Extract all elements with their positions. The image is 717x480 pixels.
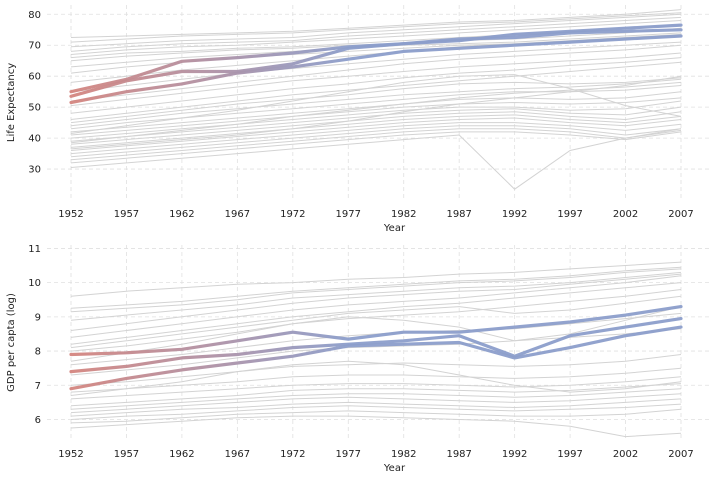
y-tick-label: 11 — [28, 244, 41, 255]
background-series-line — [70, 360, 682, 396]
background-series-line — [70, 111, 682, 145]
background-series-line — [70, 275, 682, 338]
y-tick-label: 7 — [35, 381, 41, 392]
y-tick-label: 80 — [28, 10, 41, 21]
background-series-line — [70, 100, 682, 139]
background-series-line — [70, 128, 682, 161]
background-series-line — [70, 16, 682, 52]
background-series-line — [70, 268, 682, 313]
highlight-series-line — [69, 34, 683, 105]
gdp-per-capita-chart: 1952 1957 1962 1967 1972 1977 1982 1987 1992 1997… — [6, 244, 710, 474]
background-series-line — [70, 383, 682, 407]
highlight-series-line — [69, 305, 683, 357]
background-series-line — [70, 328, 682, 376]
background-series-line — [70, 282, 682, 345]
x-tick-label: 2002 — [613, 449, 638, 460]
x-tick-label: 1962 — [169, 209, 194, 220]
background-series-line — [70, 271, 682, 321]
y-axis-label: GDP per capta (log) — [6, 293, 17, 392]
background-series-line — [70, 44, 682, 102]
background-series-line — [70, 367, 682, 393]
background-series-line — [70, 97, 682, 136]
x-tick-label: 1957 — [114, 209, 139, 220]
background-series-line — [70, 9, 682, 38]
x-axis-label: Year — [383, 223, 406, 234]
background-series-line — [70, 20, 682, 55]
background-series-line — [70, 114, 682, 148]
x-tick-label: 1952 — [58, 209, 83, 220]
x-tick-label: 1977 — [336, 209, 361, 220]
x-tick-label: 2007 — [668, 449, 693, 460]
background-series-line — [70, 57, 682, 114]
background-series-line — [70, 78, 682, 127]
background-series-line — [70, 403, 682, 420]
x-axis-label: Year — [383, 463, 406, 474]
x-tick-label: 1967 — [225, 449, 250, 460]
background-series-line — [70, 52, 682, 107]
background-series-line — [70, 74, 682, 134]
background-series-line — [70, 354, 682, 386]
background-series-line — [70, 125, 682, 158]
background-series-line — [70, 376, 682, 400]
highlight-series-line — [69, 28, 683, 98]
background-series-line — [70, 415, 682, 438]
x-tick-label: 2002 — [613, 209, 638, 220]
highlight-series-line — [69, 325, 683, 391]
background-series-line — [70, 91, 682, 133]
x-tick-label: 1982 — [391, 209, 416, 220]
background-series-line — [70, 393, 682, 414]
background-series-line — [70, 75, 682, 150]
x-tick-label: 1982 — [391, 449, 416, 460]
background-series-line — [70, 12, 682, 43]
y-tick-label: 60 — [28, 72, 41, 83]
x-tick-label: 1992 — [502, 209, 527, 220]
background-series-line — [70, 106, 682, 142]
x-tick-label: 1997 — [557, 449, 582, 460]
background-series-line — [70, 289, 682, 352]
x-tick-label: 1952 — [58, 449, 83, 460]
x-tick-label: 1957 — [114, 449, 139, 460]
background-series-line — [70, 408, 682, 424]
x-tick-label: 1962 — [169, 449, 194, 460]
x-tick-label: 1977 — [336, 449, 361, 460]
background-series-line — [70, 61, 682, 120]
background-series-line — [70, 306, 682, 362]
background-series-line — [70, 398, 682, 417]
x-tick-label: 2007 — [668, 209, 693, 220]
highlight-series-line — [69, 317, 683, 374]
x-tick-label: 1987 — [446, 449, 471, 460]
x-tick-label: 1972 — [280, 209, 305, 220]
x-tick-label: 1987 — [446, 209, 471, 220]
background-series-line — [70, 131, 682, 164]
life-expectancy-chart: 1952 1957 1962 1967 1972 1977 1982 1987 1992 1997… — [6, 5, 710, 234]
background-series-line — [70, 312, 682, 366]
y-tick-label: 6 — [35, 415, 41, 426]
y-axis-label: Life Expectancy — [6, 63, 17, 142]
x-tick-label: 1992 — [502, 449, 527, 460]
background-series-line — [70, 295, 682, 349]
x-tick-label: 1972 — [280, 449, 305, 460]
y-tick-label: 40 — [28, 134, 41, 145]
x-tick-label: 1967 — [225, 209, 250, 220]
background-series-line — [70, 122, 682, 155]
background-series-line — [70, 273, 682, 331]
background-series-line — [70, 266, 682, 309]
y-tick-label: 10 — [28, 278, 41, 289]
y-tick-label: 9 — [35, 312, 41, 323]
x-tick-label: 1997 — [557, 209, 582, 220]
background-series-line — [70, 77, 682, 124]
y-tick-label: 50 — [28, 103, 41, 114]
y-tick-label: 70 — [28, 41, 41, 52]
y-tick-label: 8 — [35, 347, 41, 358]
y-tick-label: 30 — [28, 165, 41, 176]
background-series-line — [70, 117, 682, 151]
background-series-line — [70, 81, 682, 144]
background-series-line — [70, 13, 682, 48]
background-series-line — [70, 261, 682, 297]
background-series-line — [70, 128, 682, 190]
background-series-line — [70, 41, 682, 93]
background-series-line — [70, 388, 682, 410]
